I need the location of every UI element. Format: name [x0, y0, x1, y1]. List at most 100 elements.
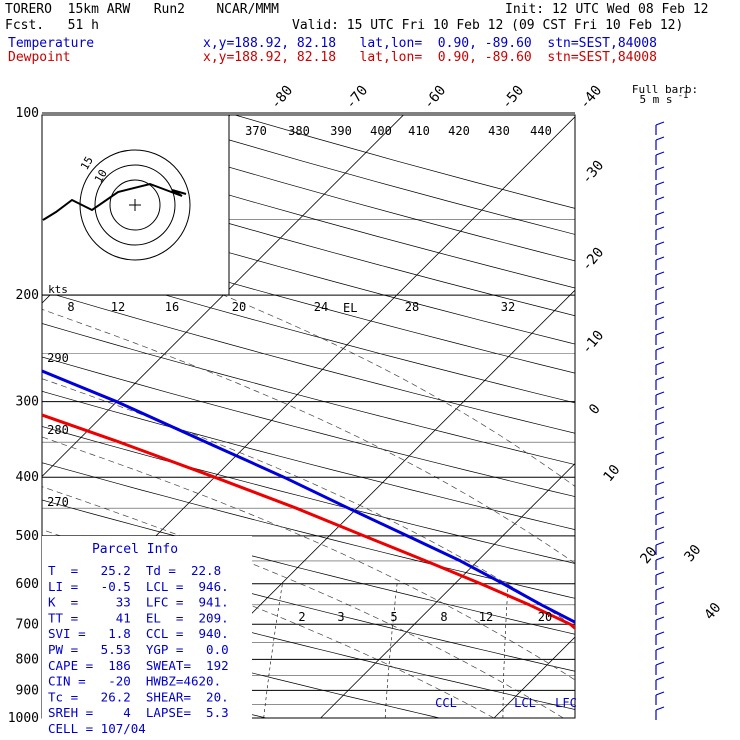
temp-tick-label: -10 [579, 328, 608, 358]
hodo-units: kts [48, 283, 68, 296]
wind-barb-flag [655, 511, 665, 516]
temp-tick-label: -80 [268, 83, 297, 113]
hodo-ring-label: 15 [78, 154, 96, 172]
parcel-info-row: PW = 5.53 YGP = 0.0 [48, 642, 229, 657]
parcel-info-row: T = 25.2 Td = 22.8 [48, 563, 221, 578]
temp-tick-label: -60 [421, 83, 450, 113]
theta-tick-label: 370 [245, 124, 267, 138]
mixing-ratio-label: 5 [390, 610, 397, 624]
wind-barb-flag [655, 616, 665, 621]
temp-tick-label: -30 [579, 158, 608, 188]
wind-barb-flag [655, 691, 665, 696]
pressure-tick-label: 600 [16, 577, 39, 592]
temp-tick-label: 10 [600, 462, 623, 485]
wind-barb-flag [655, 136, 665, 141]
wind-barb-flag [655, 496, 665, 501]
speed-tick-label: 28 [405, 300, 419, 314]
isotherm [320, 463, 575, 719]
wind-barb-flag [655, 646, 665, 651]
theta-tick-label: 440 [530, 124, 552, 138]
wind-legend-exp: -1 [678, 91, 689, 101]
wind-barb-flag [655, 586, 665, 591]
hodograph-trace [42, 182, 187, 221]
wind-barb-flag [655, 391, 665, 396]
temperature-legend: Temperature [8, 36, 95, 51]
dry-adiabat [233, 115, 575, 209]
theta-low-label: 280 [47, 423, 69, 437]
wind-barb-flag [655, 436, 665, 441]
temperature-profile-line [42, 369, 575, 624]
valid-time: Valid: 15 UTC Fri 10 Feb 12 (09 CST Fri … [292, 18, 684, 33]
theta-tick-label: 400 [370, 124, 392, 138]
pressure-tick-label: 800 [16, 652, 39, 667]
dewpoint-legend: Dewpoint [8, 50, 71, 65]
theta-tick-label: 380 [288, 124, 310, 138]
wind-barb-flag [655, 526, 665, 531]
theta-tick-label: 410 [408, 124, 430, 138]
wind-barb-flag [655, 316, 665, 321]
hodo-ring [94, 164, 176, 246]
moist-adiabat [42, 529, 495, 719]
isotherm [493, 636, 575, 719]
wind-barb-flag [655, 346, 665, 351]
temp-tick-label: -20 [579, 245, 608, 275]
theta-low-label: 270 [47, 495, 69, 509]
wind-barb-flag [655, 421, 665, 426]
el-label: EL [343, 301, 357, 315]
wind-barb-flag [655, 256, 665, 261]
theta-tick-label: 420 [448, 124, 470, 138]
wind-barb-flag [655, 181, 665, 186]
pressure-tick-label: 700 [16, 617, 39, 632]
theta-tick-label: 430 [488, 124, 510, 138]
wind-barb-flag [655, 286, 665, 291]
ccl-label: CCL [435, 696, 457, 710]
speed-tick-label: 12 [111, 300, 125, 314]
wind-barb-flag [655, 571, 665, 576]
pressure-tick-label: 400 [16, 470, 39, 485]
forecast-hour: Fcst. 51 h [5, 18, 99, 33]
speed-tick-label: 20 [232, 300, 246, 314]
wind-barb-flag [655, 601, 665, 606]
lcl-label: LCL [514, 696, 536, 710]
parcel-info-row: CAPE = 186 SWEAT= 192 [48, 658, 229, 673]
theta-low-label: 290 [47, 351, 69, 365]
parcel-info-row: TT = 41 EL = 209. [48, 610, 229, 625]
mixing-ratio-line [608, 584, 610, 718]
temp-tick-label: -70 [343, 83, 372, 113]
wind-barb-flag [655, 556, 665, 561]
wind-barb-flag [655, 481, 665, 486]
temp-tick-label: 0 [586, 401, 604, 418]
speed-tick-label: 32 [501, 300, 515, 314]
wind-barb-flag [655, 376, 665, 381]
model-title: TORERO 15km ARW Run2 NCAR/MMM [5, 2, 279, 17]
wind-barb-flag [655, 241, 665, 246]
theta-tick-label: 390 [330, 124, 352, 138]
mixing-ratio-line [502, 583, 509, 719]
wind-barb-flag [655, 121, 665, 126]
wind-barb-flag [655, 676, 665, 681]
pressure-tick-label: 900 [16, 683, 39, 698]
temp-tick-label: 20 [637, 544, 660, 567]
wind-barb-flag [655, 406, 665, 411]
moist-adiabat [223, 294, 575, 487]
parcel-info-row: CIN = -20 HWBZ=4620. [48, 674, 221, 689]
wind-barb-flag [655, 166, 665, 171]
hodo-ring-label: 10 [92, 167, 110, 185]
isotherm [667, 113, 740, 718]
temp-tick-label: 30 [681, 542, 704, 565]
wind-legend-title: Full barb: [632, 83, 698, 96]
init-time: Init: 12 UTC Wed 08 Feb 12 [505, 2, 709, 17]
parcel-info-panel: Parcel Info T = 25.2 Td = 22.8LI = -0.5 L… [42, 536, 252, 736]
mixing-ratio-label: 12 [479, 610, 493, 624]
pressure-tick-label: 1000 [8, 711, 39, 726]
wind-barb-flag [655, 451, 665, 456]
parcel-info-row: Tc = 26.2 SHEAR= 20. [48, 689, 229, 704]
wind-barb-flag [655, 196, 665, 201]
wind-barb-flag [655, 361, 665, 366]
wind-legend-value: 5 m s [639, 93, 672, 106]
temp-tick-label: 40 [701, 600, 724, 623]
isotherm [42, 115, 404, 477]
wind-barb-flag [655, 211, 665, 216]
wind-barb-flag [655, 301, 665, 306]
dewpoint-profile-line [42, 413, 575, 631]
